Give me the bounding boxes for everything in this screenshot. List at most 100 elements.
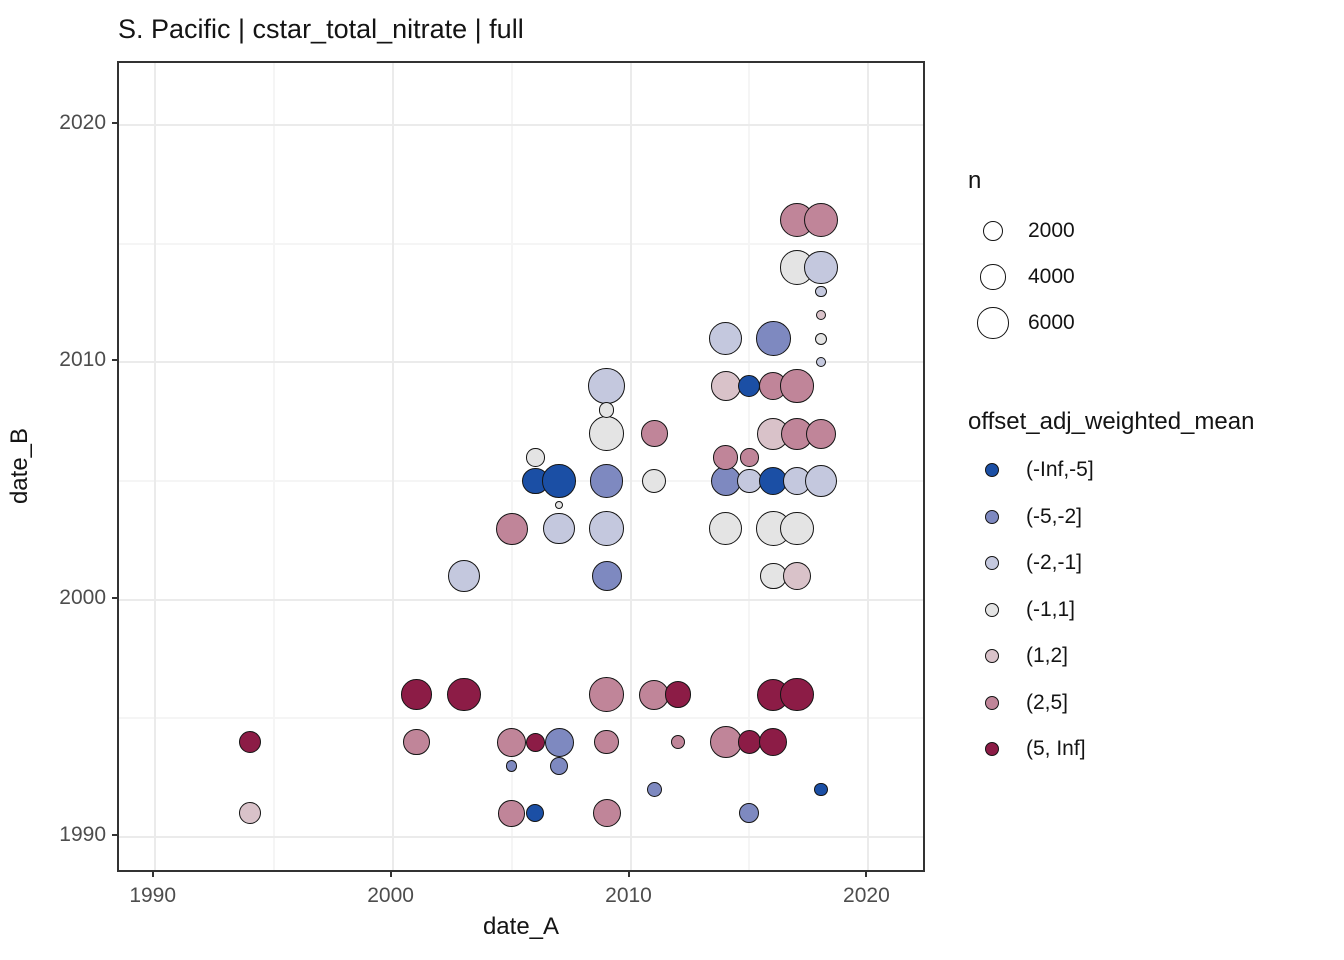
y-minor-gridline [119,717,923,720]
data-point [403,728,430,756]
data-point [544,727,574,757]
data-point [589,416,624,451]
data-point [737,468,762,494]
x-axis-title: date_A [482,913,560,940]
data-point [737,730,762,754]
data-point [710,371,741,402]
color-legend-label: (-2,-1] [1026,551,1083,574]
x-minor-gridline [510,63,513,870]
size-legend-label: 2000 [1028,219,1075,242]
data-point [447,677,481,712]
data-point [708,321,743,356]
data-point [642,469,667,494]
data-point [542,464,576,498]
data-point [505,760,518,772]
x-major-gridline [153,63,156,870]
y-axis-tick-label: 2000 [59,585,106,609]
data-point [550,756,569,775]
data-point [709,726,742,759]
data-point [495,512,528,545]
x-axis-tick-label: 2010 [605,884,652,907]
data-point [589,677,624,712]
data-point [814,782,828,797]
data-point [555,500,564,509]
y-axis-tick [112,596,117,599]
color-legend-dot [984,463,999,477]
data-point [401,679,432,710]
color-legend-dot [984,509,999,524]
color-legend-dot [984,649,999,663]
y-major-gridline [119,836,923,838]
data-point [238,802,261,825]
data-point [543,512,575,545]
data-point [780,511,814,546]
data-point [783,561,812,590]
y-axis-tick-label: 2020 [59,111,106,135]
size-legend-circle [980,264,1006,290]
size-legend-circle [977,307,1009,339]
color-legend-label: (5, Inf] [1026,737,1086,760]
data-point [740,448,759,467]
data-point [815,309,826,320]
data-point [640,420,668,447]
y-major-gridline [119,124,923,127]
data-point [814,332,827,345]
y-axis-title: date_B [6,427,33,505]
color-legend-label: (2,5] [1026,690,1069,714]
x-major-gridline [629,63,632,870]
data-point [739,803,760,824]
data-point [590,464,624,498]
data-point [238,730,262,754]
x-axis-tick [151,872,154,877]
x-axis-tick [389,872,392,877]
x-axis-tick [627,872,630,877]
data-point [498,799,525,827]
data-point [525,732,545,752]
color-legend-title: offset_adj_weighted_mean [968,408,1255,435]
data-point [738,375,761,398]
x-major-gridline [391,63,394,870]
size-legend-circle [983,221,1003,241]
size-legend-label: 6000 [1028,311,1075,334]
plot-panel [117,61,925,872]
y-major-gridline [119,598,923,601]
data-point [815,285,827,297]
data-point [670,734,686,750]
data-point [497,727,527,757]
y-minor-gridline [119,242,923,245]
size-legend-label: 4000 [1028,265,1075,288]
size-legend-title: n [968,167,982,194]
x-axis-tick-label: 2000 [367,884,414,907]
y-major-gridline [119,361,923,364]
data-point [759,728,788,757]
data-point [708,511,743,546]
data-point [780,369,814,403]
data-point [804,465,837,498]
data-point [447,559,480,592]
color-legend-dot [984,742,999,756]
color-legend-label: (-1,1] [1026,597,1076,621]
x-axis-tick-label: 1990 [129,884,177,907]
plot-title: S. Pacific | cstar_total_nitrate | full [118,14,524,44]
data-point [713,445,738,470]
color-legend-label: (-Inf,-5] [1026,458,1094,481]
y-axis-tick [112,834,117,836]
y-minor-gridline [119,480,923,483]
color-legend-dot [984,556,999,570]
data-point [526,448,545,467]
data-point [803,202,839,238]
y-axis-tick [112,122,117,125]
data-point [526,804,545,823]
color-legend-dot [984,602,999,617]
data-point [804,250,838,285]
x-axis-tick-label: 2020 [843,884,890,907]
data-point [594,729,619,755]
color-legend-label: (1,2] [1026,644,1069,667]
data-point [755,321,791,356]
color-legend-label: (-5,-2] [1026,504,1083,528]
y-axis-tick-label: 2010 [59,348,106,372]
x-axis-tick [865,872,868,877]
y-axis-tick-label: 1990 [59,823,106,846]
data-point [805,418,836,449]
